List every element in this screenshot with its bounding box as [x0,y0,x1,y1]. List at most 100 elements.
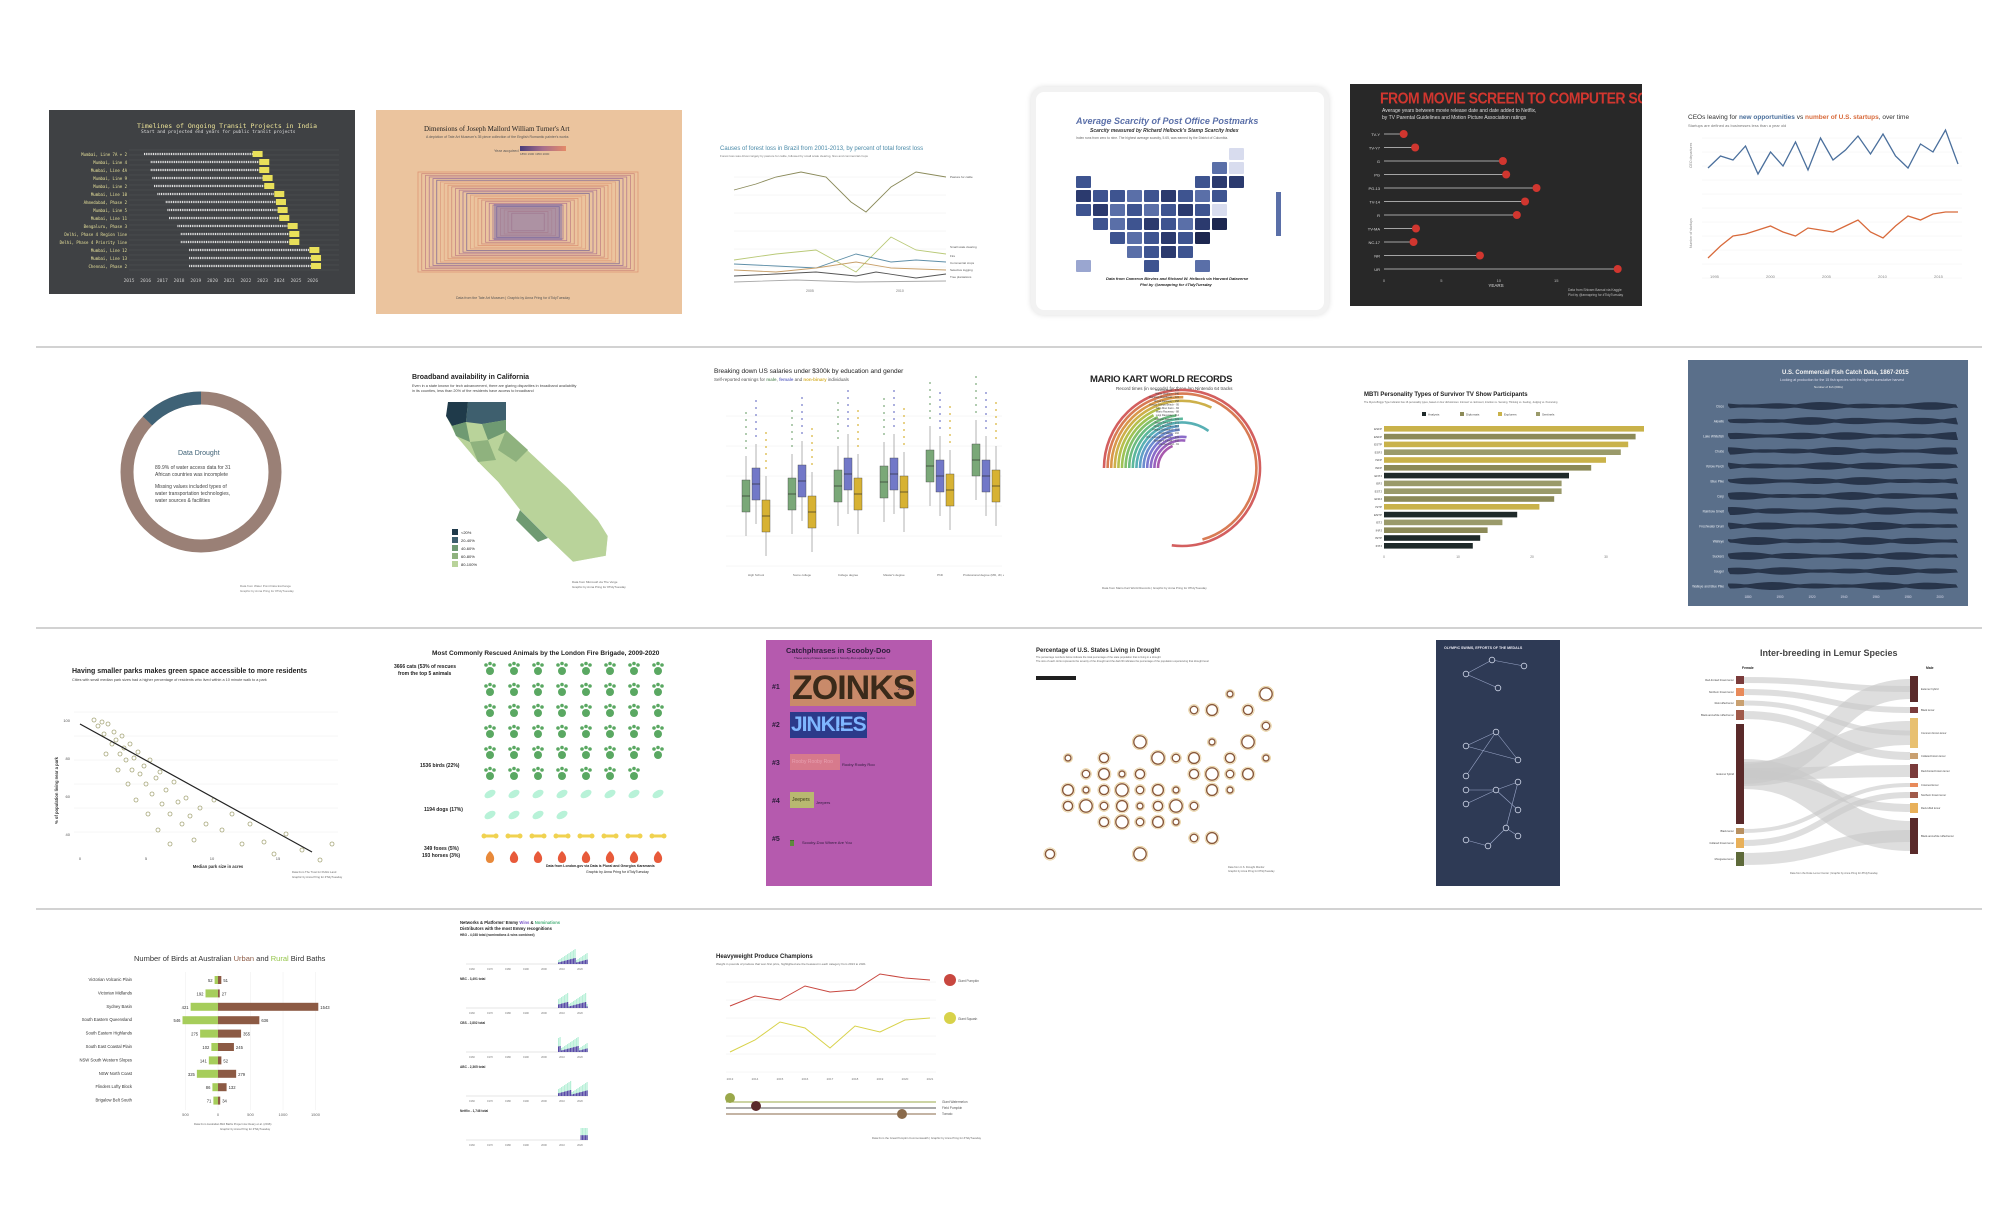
t20-panel-title: ABC - 2,365 total [460,1065,485,1069]
t20-year-tick: 1980 [505,1099,511,1103]
t20-win-bar [567,1002,569,1008]
thumbnail-mario-kart[interactable]: MARIO KART WORLD RECORDS Record times (i… [1082,372,1282,598]
t20-win-bar [568,1090,570,1096]
t10-track-label: Royal Raceway - 158 [1154,399,1179,403]
t14-cat-icon-toe [532,684,536,688]
t19-urban-value: 355 [243,1032,251,1037]
t18-right-label: Northern brown lemur [1921,793,1946,797]
thumbnail-forest-loss[interactable]: Causes of forest loss in Brazil from 200… [716,142,1006,298]
t14-cat-icon-toe [580,684,584,688]
t4-state-tile [1093,204,1108,216]
thumbnail-produce-champions[interactable]: Heavyweight Produce Champions Weight in … [712,952,1004,1148]
thumbnail-lemur-sankey[interactable]: Inter-breeding in Lemur Species Female M… [1686,646,1962,882]
t20-nom-bar [580,996,582,1008]
t15-word-4: Jeepers [790,792,814,808]
thumbnail-scooby-doo[interactable]: Catchphrases in Scooby-Doo These were ph… [766,640,932,886]
t18-link [1743,689,1911,713]
t9-outlier [745,433,747,435]
t20-win-bar [580,961,582,964]
t9-outlier [995,437,997,439]
thumbnail-ceo-startups[interactable]: CEOs leaving for new opportunities vs nu… [1682,108,1972,288]
t16-drought-ring [1225,785,1235,795]
t10-track-label: Luigi Raceway - 114 [1156,413,1180,417]
t17-edge [1465,839,1489,847]
t19-urban-value: 279 [238,1072,246,1077]
t9-outlier [857,438,859,440]
t16-drought-ring [1131,845,1149,863]
thumbnail-fish-catch[interactable]: U.S. Commercial Fish Catch Data, 1867-20… [1688,360,1968,606]
t13-point [179,821,185,827]
t20-year-tick: 1960 [469,967,475,971]
t9-outlier [893,397,895,399]
t20-nom-bar [564,1046,566,1052]
t18-link [1743,783,1911,833]
t14-cat-icon-toe [488,661,492,666]
t13-point [329,841,335,847]
thumbnail-emmy-small-multiples[interactable]: Networks & Platforms' Emmy Wins & Nomina… [458,918,594,1162]
t10-track-arc [1142,428,1180,469]
thumbnail-rescued-animals[interactable]: Most Commonly Rescued Animals by the Lon… [390,646,688,880]
t11-legend-label: Explorers [1504,413,1517,417]
t16-drought-circle [1241,735,1255,749]
t14-cat-icon-toe [556,663,560,667]
thumbnail-olympic-swims[interactable]: OLYMPIC SWIMS, EFFORTS OF THE MEDALS [1436,640,1560,886]
t4-state-tile [1110,232,1125,244]
thumbnail-turner-art[interactable]: Dimensions of Joseph Mallord William Tur… [376,110,682,314]
thumbnail-salaries-boxplot[interactable]: Breaking down US salaries under $300k by… [712,366,1004,586]
t20-win-bar [568,959,570,964]
t12-species-label: Walleye [1713,540,1724,544]
t1-end-block [275,199,286,205]
t20-win-bar [561,1003,563,1008]
t16-drought-ring [1097,815,1111,829]
thumbnail-data-drought[interactable]: Data Drought 89.9% of water access data … [100,388,340,598]
thumbnail-bird-baths[interactable]: Number of Birds at Australian Urban and … [70,954,360,1134]
t20-nom-bar [564,956,566,964]
t20-nom-bar [573,1091,575,1096]
t16-drought-ring [1241,703,1255,717]
t14-cat-icon [630,751,638,759]
t12-density [1728,582,1958,590]
t13-ytick: 40 [66,832,71,837]
thumbnail-drought-states[interactable]: Percentage of U.S. States Living in Drou… [1032,646,1288,880]
thumbnail-parks-scatter[interactable]: Having smaller parks makes green space a… [48,664,354,884]
t14-cat-icon [630,667,638,675]
t15-title: Catchphrases in Scooby-Doo [786,646,891,655]
thumbnail-movie-screen[interactable]: FROM MOVIE SCREEN TO COMPUTER SCREEN Ave… [1350,84,1642,306]
t19-urban-value: 52 [223,1058,228,1063]
t8-subtitle2: in its counties, less than 20% of the re… [412,389,534,393]
t12-species-label: Walleye and Blue Pike [1692,585,1724,589]
t9-outlier [837,423,839,425]
t20-win-bar [568,1048,570,1052]
t12-subtitle: Looking at production for the 15 fish sp… [1780,378,1904,382]
t17-node [1488,656,1496,664]
t14-cat-icon-toe [656,682,660,687]
t14-cat-icon [630,772,638,780]
t17-node [1514,806,1522,814]
thumbnail-california-broadband[interactable]: Broadband availability in California Eve… [408,370,682,596]
t9-outlier [755,435,757,437]
t14-dog-icon-end [625,833,631,839]
thumbnail-transit-timelines[interactable]: Timelines of Ongoing Transit Projects in… [49,110,355,294]
t6-ylabel-b: Number of startups [1689,218,1693,248]
t14-cat-icon [630,730,638,738]
t14-cat-icon-toe [516,726,520,730]
t16-drought-ring [1134,784,1146,796]
t9-outlier [765,432,767,434]
t9-outlier [985,399,987,401]
t17-edge [1495,789,1519,811]
t16-drought-ring [1097,783,1111,797]
thumbnail-mbti-survivor[interactable]: MBTI Personality Types of Survivor TV Sh… [1362,390,1644,568]
t1-year-tick: 2026 [307,278,318,284]
t11-type-label: ESFJ [1375,450,1383,454]
t20-year-tick: 1960 [469,1055,475,1059]
t15-label-5: Scooby-Doo Where Are You [802,840,852,845]
t9-outlier [765,467,767,469]
thumbnail-postmarks[interactable]: Average Scarcity of Post Office Postmark… [1036,92,1324,310]
t14-cat-icon [558,709,566,717]
t10-track-arc [1102,388,1262,548]
t20-year-tick: 1980 [505,1011,511,1015]
t18-left-label: Eulemur hybrid [1717,772,1735,776]
t20-win-bar [564,1002,566,1008]
t14-dog-icon [532,834,544,838]
